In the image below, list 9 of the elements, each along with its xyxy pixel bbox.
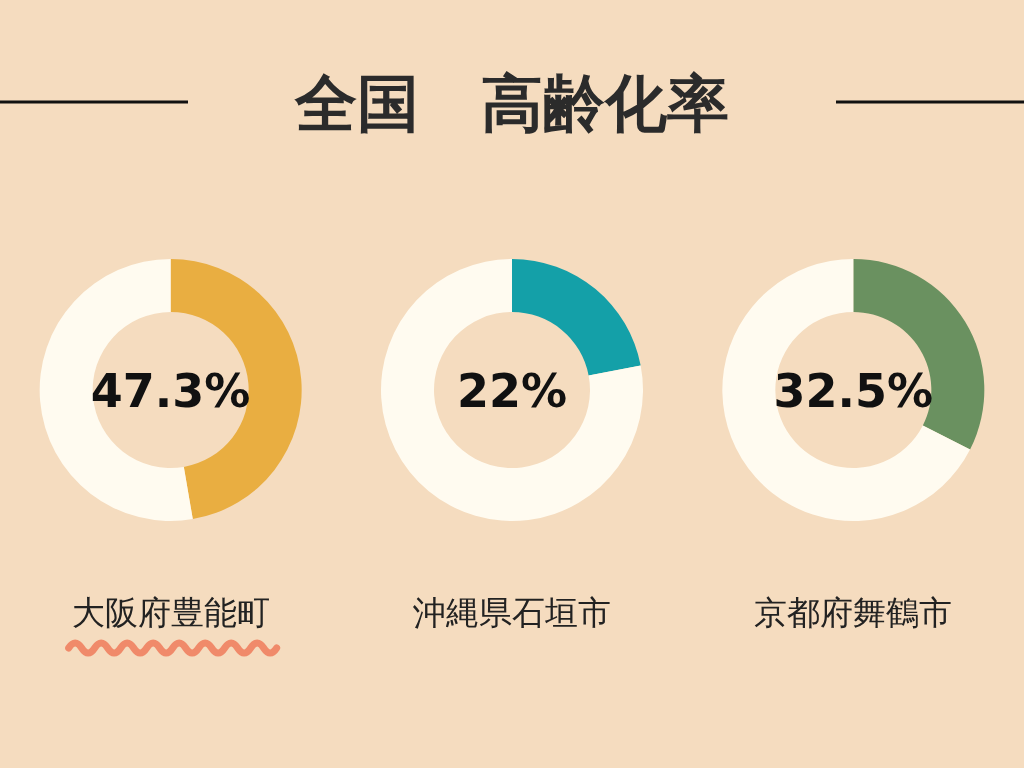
text: 京都府舞鶴市 (754, 593, 953, 632)
donut-slice (722, 259, 971, 521)
donut-slice (381, 259, 643, 521)
text: 沖縄県石垣市 (413, 593, 611, 632)
text: 大阪府豊能町 (71, 593, 270, 632)
chart-title: 全国 高齢化率 (294, 67, 729, 140)
text: 22% (456, 364, 568, 418)
text: 32.5% (773, 364, 934, 418)
text: 47.3% (90, 364, 251, 418)
